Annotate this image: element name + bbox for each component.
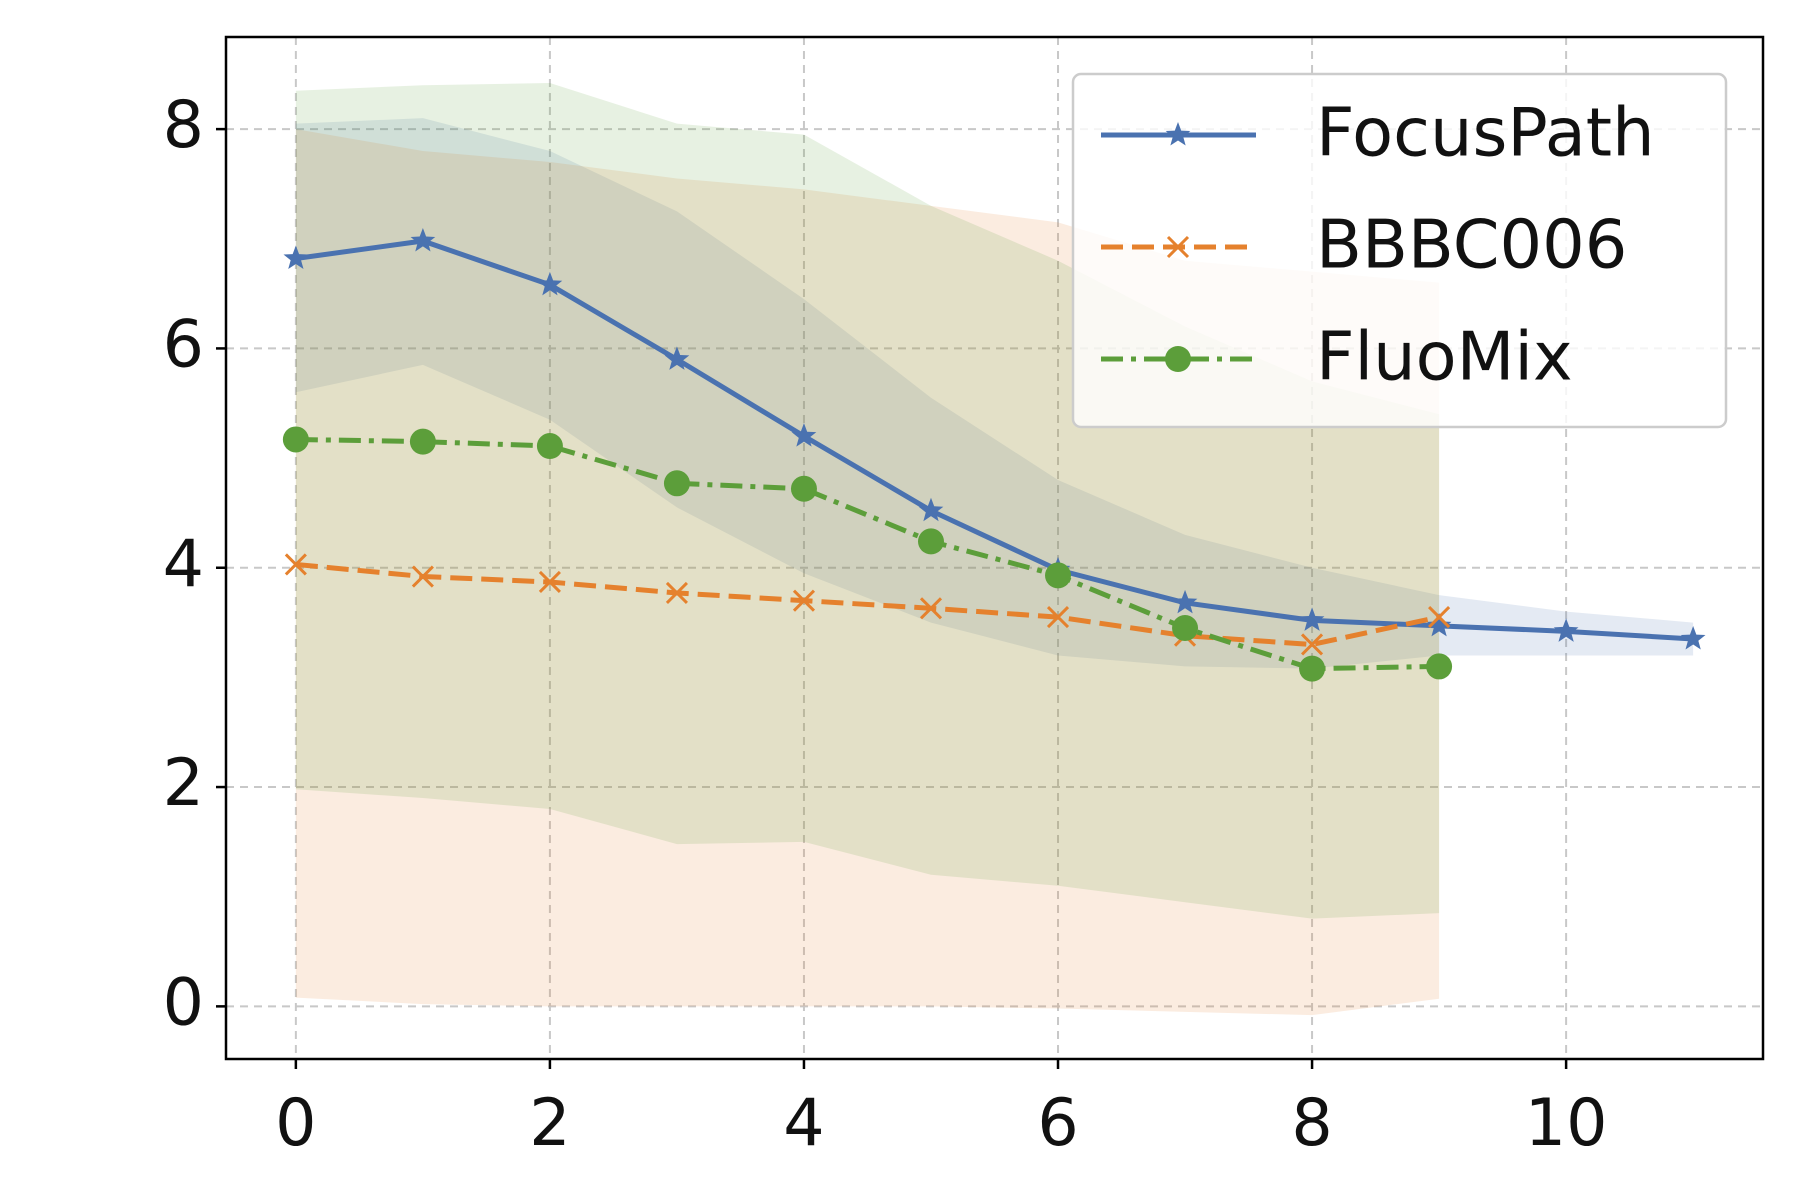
marker (1299, 655, 1326, 682)
band (295, 118, 1694, 669)
marker (1172, 589, 1198, 614)
x-tick-label: 6 (1037, 1086, 1078, 1161)
band (295, 83, 1440, 919)
marker (536, 433, 563, 460)
legend-label: BBBC006 (1316, 206, 1627, 284)
marker (411, 565, 434, 588)
line (295, 238, 1694, 642)
marker (1680, 626, 1706, 650)
line (295, 561, 1440, 648)
marker (537, 271, 563, 296)
marker (917, 528, 944, 555)
x-tick-label: 10 (1525, 1086, 1608, 1161)
marker (663, 470, 690, 497)
marker (664, 346, 690, 370)
marker (1172, 615, 1199, 642)
marker (792, 589, 816, 612)
marker (790, 475, 817, 502)
marker (1426, 653, 1453, 680)
x-tick-label: 0 (275, 1086, 316, 1161)
marker (1299, 607, 1325, 631)
legend-box (1071, 72, 1728, 429)
marker (409, 428, 436, 455)
y-tick-label: 0 (163, 965, 204, 1040)
marker (282, 426, 309, 453)
y-tick-label: 6 (163, 307, 204, 382)
plot-frame (224, 35, 1765, 1061)
x-tick-label: 4 (783, 1086, 824, 1161)
x-tick-label: 8 (1291, 1086, 1332, 1161)
legend-marker (1165, 122, 1191, 146)
marker (919, 597, 943, 620)
legend-marker (1166, 235, 1190, 259)
marker (410, 227, 436, 252)
legend-marker (1165, 346, 1191, 372)
marker (1553, 618, 1579, 642)
marker (284, 553, 307, 576)
marker (1045, 562, 1072, 589)
y-tick-label: 2 (163, 746, 204, 821)
legend-label: FluoMix (1316, 318, 1573, 396)
marker (1426, 612, 1452, 637)
y-tick-label: 4 (163, 527, 204, 602)
marker (283, 245, 309, 270)
marker (665, 581, 688, 605)
marker (1300, 633, 1324, 656)
marker (791, 423, 817, 447)
marker (1046, 606, 1070, 629)
marker (538, 570, 561, 594)
marker (918, 497, 944, 522)
line (295, 436, 1440, 672)
x-tick-label: 2 (529, 1086, 570, 1161)
y-tick-label: 8 (163, 88, 204, 163)
legend-label: FocusPath (1316, 94, 1655, 172)
marker (1428, 606, 1451, 629)
